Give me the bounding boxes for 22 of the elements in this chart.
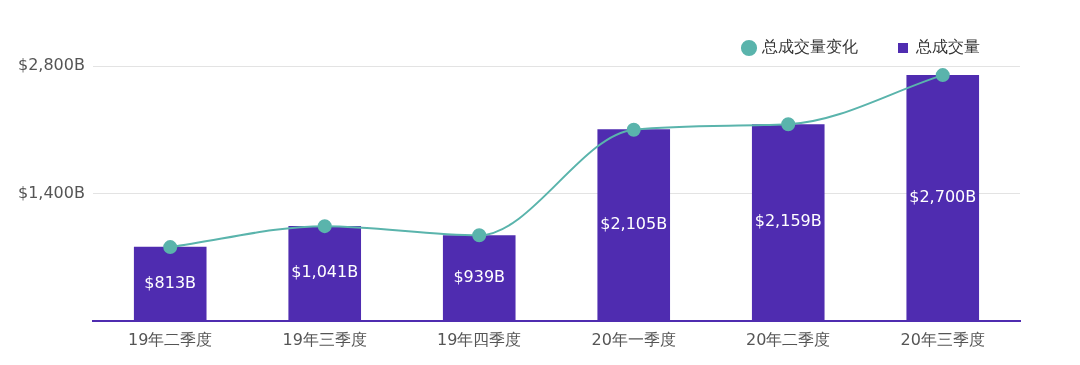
- y-tick-label: $1,400B: [17, 182, 85, 202]
- data-label: $1,041B: [291, 262, 359, 282]
- point: [781, 117, 796, 132]
- data-label: $2,700B: [909, 186, 977, 206]
- y-tick-label: $2,800B: [17, 55, 85, 75]
- data-label: $939B: [453, 266, 506, 286]
- x-tick-label: 19年四季度: [437, 329, 522, 349]
- legend-label: 总成交量: [915, 37, 980, 57]
- point: [626, 122, 641, 137]
- data-label: $2,159B: [754, 211, 822, 231]
- x-tick-label: 19年三季度: [282, 329, 367, 349]
- point: [317, 219, 332, 234]
- point: [163, 240, 178, 255]
- legend-label: 总成交量变化: [761, 37, 858, 57]
- x-tick-label: 20年一季度: [591, 329, 676, 349]
- point: [935, 68, 950, 83]
- x-tick-label: 20年三季度: [900, 329, 985, 349]
- point: [472, 228, 487, 243]
- data-label: $813B: [144, 272, 197, 292]
- data-label: $2,105B: [600, 213, 668, 233]
- x-tick-label: 19年二季度: [128, 329, 213, 349]
- x-tick-label: 20年二季度: [746, 329, 831, 349]
